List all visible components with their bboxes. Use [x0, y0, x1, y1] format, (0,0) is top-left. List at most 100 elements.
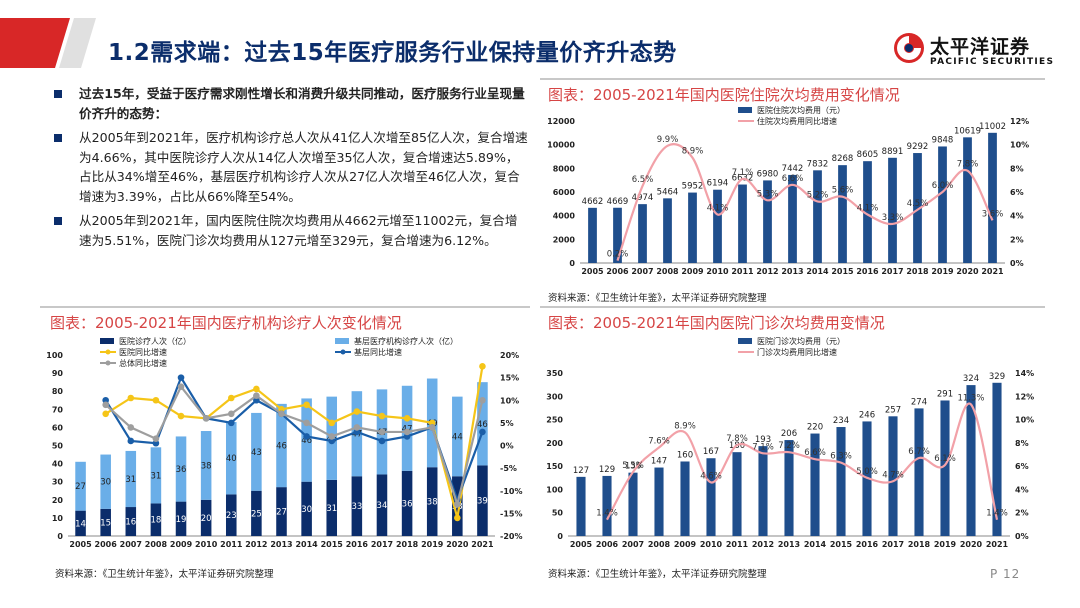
bar-value-label: 7442 [782, 164, 804, 174]
legend-swatch [335, 338, 349, 344]
y-right-tick-label: 4% [1010, 212, 1024, 221]
y-right-tick-label: -10% [500, 487, 522, 496]
x-tick-label: 2010 [706, 267, 729, 276]
bar-value-label: 34 [377, 501, 388, 511]
bar-value-label: 31 [125, 475, 136, 485]
y-left-tick-label: 4000 [553, 212, 576, 221]
bar-value-label: 324 [963, 374, 979, 384]
line-point [278, 410, 285, 418]
bar-value-label: 18 [150, 516, 161, 526]
y-left-tick-label: 6000 [553, 188, 576, 197]
bar-value-label: 43 [251, 448, 262, 458]
x-tick-label: 2006 [606, 267, 629, 276]
line-point [353, 424, 361, 431]
bullet-costs: 从2005年到2021年，国内医院住院次均费用从4662元增至11002元，复合… [50, 211, 530, 250]
x-tick-label: 2006 [596, 540, 619, 549]
line-value-label: 5.3% [757, 189, 779, 199]
bar-value-label: 27 [75, 482, 86, 492]
x-tick-label: 2019 [934, 540, 957, 549]
x-tick-label: 2021 [986, 540, 1009, 549]
x-tick-label: 2016 [856, 540, 879, 549]
y-left-tick-label: 350 [546, 369, 563, 378]
legend-label: 总体同比增速 [119, 358, 167, 368]
x-tick-label: 2021 [981, 267, 1004, 276]
series-line [616, 143, 994, 261]
visits-chart-title: 图表：2005-2021年国内医疗机构诊疗人次变化情况 [50, 314, 402, 332]
line-point [479, 428, 486, 436]
bar-value-label: 257 [885, 405, 901, 415]
bar [613, 207, 622, 263]
bar-value-label: 9848 [932, 135, 954, 145]
y-left-tick-label: 80 [52, 387, 64, 396]
x-tick-label: 2012 [752, 540, 774, 549]
line-point [303, 401, 310, 409]
bar [251, 412, 262, 491]
bar-value-label: 38 [201, 461, 212, 471]
bar-value-label: 15 [100, 518, 111, 528]
bar [732, 452, 742, 536]
legend-label: 基层同比增速 [354, 347, 402, 357]
inpatient-cost-chart: 0 2000 4000 6000 8000 10000 12000 0% 2% 4% 6% 8% 10%… [547, 105, 1029, 276]
y-right-tick-label: 8% [1015, 439, 1029, 448]
line-value-label: 5.5% [622, 461, 644, 471]
line-value-label: 7.6% [648, 437, 670, 447]
x-tick-label: 2013 [781, 267, 803, 276]
bar [301, 398, 312, 482]
bar-value-label: 31 [326, 504, 337, 514]
line-point [127, 424, 135, 431]
x-tick-label: 2014 [804, 540, 827, 549]
x-tick-label: 2018 [908, 540, 931, 549]
line-point [428, 419, 436, 427]
legend-label: 住院次均费用同比增速 [757, 116, 837, 126]
line-value-label: 6.1% [934, 454, 956, 464]
line-point [428, 424, 436, 431]
bar [838, 165, 847, 263]
outpatient-cost-chart: 0 50 100 150 200 250 300 350 0% 2% 4% 6% 8% 10% 12% 14%… [546, 336, 1034, 549]
bar [175, 436, 187, 502]
legend-label: 医院住院次均费用（元） [757, 105, 845, 115]
x-tick-label: 2017 [882, 540, 904, 549]
bar-value-label: 25 [251, 509, 262, 519]
y-left-tick-label: 0 [557, 532, 563, 541]
line-value-label: 1.4% [596, 509, 618, 519]
inpatient-chart-title: 图表：2005-2021年国内医院住院次均费用变化情况 [548, 86, 900, 104]
x-tick-label: 2009 [170, 540, 193, 549]
bar [863, 161, 872, 263]
logo-mark-icon [894, 33, 924, 63]
x-tick-label: 2011 [220, 540, 243, 549]
y-left-tick-label: 8000 [553, 164, 576, 173]
y-right-tick-label: 0% [500, 442, 514, 451]
y-right-tick-label: 2% [1015, 509, 1029, 518]
line-value-label: 4.1% [857, 203, 879, 213]
bar-value-label: 246 [859, 410, 875, 420]
line-point [227, 419, 235, 427]
bar [125, 507, 137, 536]
bar [225, 421, 237, 495]
bar-value-label: 46 [477, 420, 488, 430]
line-value-label: 3.3% [882, 213, 904, 223]
bar [150, 503, 162, 536]
y-left-tick-label: 200 [546, 439, 563, 448]
line-point [403, 433, 411, 440]
summary-bullets: 过去15年，受益于医疗需求刚性增长和消费升级共同推动，医疗服务行业呈现量价齐升的… [50, 84, 530, 255]
bar [477, 382, 488, 466]
line-point [303, 433, 310, 440]
bar [784, 440, 794, 536]
line-value-label: 6.7% [908, 447, 930, 457]
bar [225, 494, 237, 536]
bullet-square-icon [54, 90, 62, 98]
line-value-label: 6.0% [932, 181, 954, 191]
x-tick-label: 2016 [856, 267, 879, 276]
bar [836, 427, 846, 536]
legend-label: 医院同比增速 [119, 347, 167, 357]
bar [738, 184, 747, 263]
bar-value-label: 30 [100, 478, 111, 488]
bar [628, 472, 638, 536]
x-tick-label: 2007 [631, 267, 653, 276]
x-tick-label: 2021 [471, 540, 494, 549]
line-value-label: 5.2% [807, 190, 829, 200]
bar [758, 446, 768, 536]
line-value-label: 6.6% [804, 448, 826, 458]
bar [602, 475, 612, 536]
header-red-banner [0, 18, 96, 68]
